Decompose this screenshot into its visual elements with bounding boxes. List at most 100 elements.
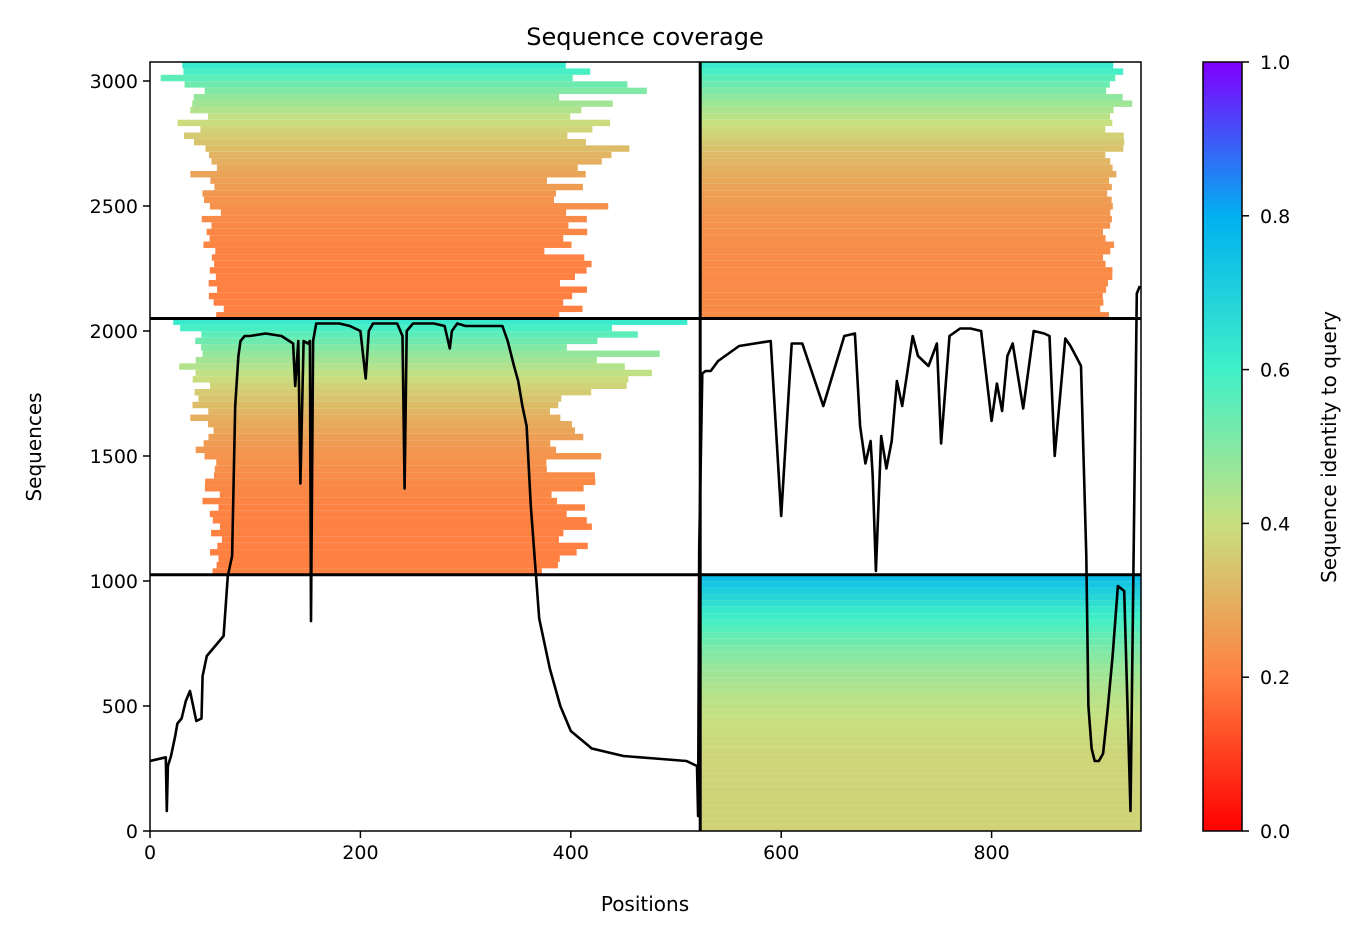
- coverage-band: [700, 773, 1141, 780]
- coverage-band: [204, 453, 602, 460]
- coverage-band: [208, 151, 612, 159]
- coverage-band: [700, 613, 1141, 620]
- coverage-band: [700, 734, 1141, 742]
- y-axis-ticks: 0 500 1000 1500 2000 2500 3000: [90, 71, 150, 843]
- coverage-band: [208, 113, 571, 120]
- coverage-band: [700, 183, 1112, 191]
- coverage-band: [204, 196, 555, 204]
- y-tick-label: 1500: [90, 446, 138, 468]
- coverage-band: [212, 517, 587, 524]
- x-tick-label: 200: [342, 842, 378, 864]
- coverage-band: [700, 132, 1124, 139]
- coverage-band: [700, 626, 1141, 633]
- colorbar-tick-label: 1.0: [1260, 52, 1290, 74]
- coverage-band: [700, 581, 1141, 588]
- coverage-band: [209, 235, 564, 242]
- coverage-band: [205, 478, 596, 486]
- coverage-band: [700, 235, 1106, 242]
- coverage-band: [182, 62, 566, 69]
- coverage-band: [195, 337, 598, 345]
- coverage-band: [193, 94, 560, 101]
- coverage-band: [700, 805, 1141, 812]
- coverage-band: [700, 177, 1110, 184]
- y-tick-label: 0: [126, 821, 138, 843]
- coverage-band: [213, 427, 575, 434]
- coverage-band: [206, 228, 588, 236]
- coverage-band: [217, 542, 588, 550]
- coverage-band: [209, 203, 609, 210]
- coverage-band: [203, 241, 572, 248]
- coverage-band: [700, 587, 1141, 594]
- colorbar-tick-label: 0.6: [1260, 360, 1290, 382]
- coverage-band: [215, 247, 545, 255]
- coverage-band: [211, 222, 569, 229]
- coverage-band: [221, 536, 559, 543]
- coverage-band: [700, 113, 1111, 120]
- coverage-band: [195, 356, 597, 364]
- coverage-band: [700, 254, 1104, 261]
- coverage-band: [201, 344, 567, 351]
- coverage-band: [216, 561, 558, 569]
- coverage-band: [219, 523, 592, 530]
- colorbar-ticks: 0.0 0.2 0.4 0.6 0.8 1.0: [1242, 52, 1290, 843]
- block-upper-left: [160, 62, 647, 319]
- coverage-band: [700, 273, 1113, 281]
- coverage-band: [215, 273, 575, 281]
- coverage-band: [211, 254, 585, 261]
- coverage-band: [700, 260, 1106, 268]
- coverage-band: [216, 312, 560, 319]
- coverage-band: [192, 376, 629, 383]
- coverage-band: [700, 683, 1141, 691]
- coverage-band: [160, 74, 573, 82]
- coverage-band: [208, 421, 572, 428]
- coverage-band: [209, 510, 567, 518]
- coverage-band: [202, 350, 660, 357]
- coverage-band: [700, 222, 1111, 229]
- coverage-band: [700, 119, 1113, 127]
- coverage-band: [204, 87, 647, 95]
- coverage-band: [700, 126, 1106, 133]
- coverage-band: [700, 722, 1141, 729]
- coverage-band: [700, 203, 1113, 210]
- coverage-band: [180, 324, 612, 332]
- coverage-band: [700, 766, 1141, 774]
- coverage-line: [150, 285, 1141, 818]
- coverage-band: [190, 171, 586, 178]
- colorbar-tick-label: 0.2: [1260, 667, 1290, 689]
- coverage-band: [700, 593, 1141, 601]
- coverage-band: [700, 786, 1141, 793]
- coverage-band: [700, 151, 1106, 159]
- plot-frame: [149, 61, 1142, 832]
- coverage-band: [209, 549, 577, 556]
- coverage-band: [700, 574, 1141, 582]
- coverage-band: [700, 158, 1111, 165]
- x-tick-label: 0: [144, 842, 156, 864]
- coverage-band: [212, 568, 542, 575]
- coverage-band: [204, 485, 584, 492]
- x-axis-label: Positions: [601, 892, 689, 916]
- coverage-band: [700, 638, 1141, 646]
- coverage-band: [700, 619, 1141, 626]
- coverage-band: [700, 267, 1113, 274]
- y-tick-label: 500: [102, 696, 138, 718]
- coverage-band: [700, 312, 1109, 319]
- coverage-band: [700, 728, 1141, 735]
- colorbar-label: Sequence identity to query: [1317, 311, 1341, 583]
- coverage-band: [700, 241, 1115, 248]
- colorbar: [1202, 61, 1243, 832]
- plot-area: [150, 62, 1141, 831]
- coverage-band: [700, 292, 1103, 300]
- coverage-band: [700, 779, 1141, 787]
- coverage-band: [218, 504, 585, 511]
- coverage-band: [194, 388, 592, 396]
- coverage-band: [700, 754, 1141, 761]
- coverage-band: [201, 331, 638, 338]
- coverage-band: [700, 747, 1141, 755]
- coverage-band: [200, 126, 593, 133]
- coverage-band: [183, 68, 591, 75]
- coverage-band: [700, 606, 1141, 614]
- coverage-band: [208, 408, 550, 415]
- coverage-band: [700, 81, 1110, 88]
- coverage-band: [700, 94, 1123, 101]
